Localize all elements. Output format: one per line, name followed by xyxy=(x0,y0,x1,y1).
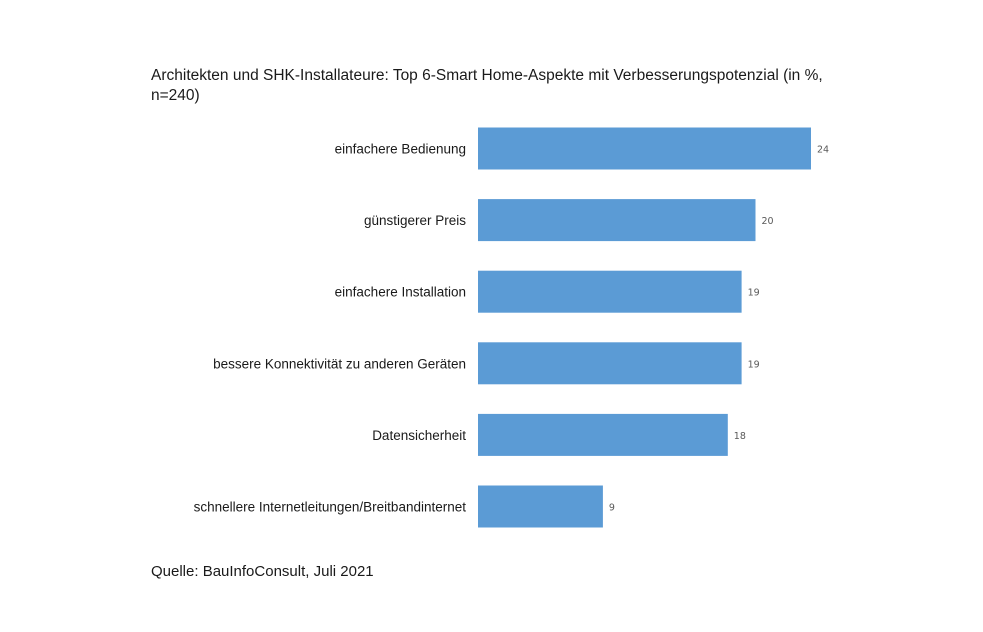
data-label: 9 xyxy=(609,503,615,514)
bar xyxy=(478,485,603,528)
data-label: 19 xyxy=(748,359,760,370)
bar xyxy=(478,199,756,242)
bar xyxy=(478,270,742,313)
category-label: einfachere Installation xyxy=(335,285,466,300)
data-label: 18 xyxy=(734,431,746,442)
bar xyxy=(478,413,728,456)
source-note: Quelle: BauInfoConsult, Juli 2021 xyxy=(151,563,374,580)
category-label: Datensicherheit xyxy=(372,428,466,443)
bar xyxy=(478,342,742,385)
category-label: schnellere Internetleitungen/Breitbandin… xyxy=(194,500,467,515)
category-label: einfachere Bedienung xyxy=(335,142,466,157)
category-label: bessere Konnektivität zu anderen Geräten xyxy=(213,356,466,371)
data-label: 19 xyxy=(748,288,760,299)
data-label: 24 xyxy=(817,145,829,156)
data-label: 20 xyxy=(762,216,774,227)
chart-title: Architekten und SHK-Installateure: Top 6… xyxy=(151,67,823,104)
category-label: günstigerer Preis xyxy=(364,213,466,228)
bar xyxy=(478,127,811,170)
